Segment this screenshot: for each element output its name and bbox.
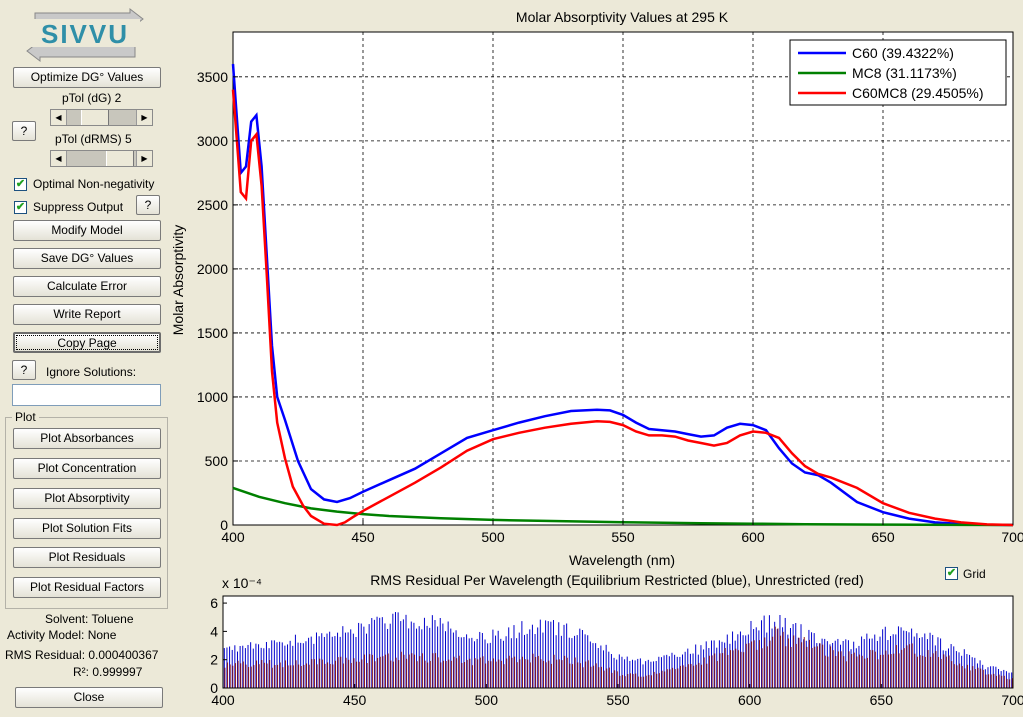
- res-x-tick-label: 500: [475, 692, 499, 708]
- res-x-tick-label: 550: [606, 692, 630, 708]
- grid-checkbox[interactable]: ✔: [945, 567, 958, 580]
- slider-left-arrow-icon[interactable]: ◀: [51, 110, 67, 125]
- y-tick-label: 3500: [197, 69, 228, 85]
- optimize-dg-button[interactable]: Optimize DG° Values: [13, 67, 161, 88]
- res-y-tick-label: 0: [210, 680, 218, 696]
- logo-text: SIVVU: [41, 19, 129, 49]
- slider-right-arrow-icon[interactable]: ▶: [136, 110, 152, 125]
- y-tick-label: 1500: [197, 325, 228, 341]
- residual-chart-title: RMS Residual Per Wavelength (Equilibrium…: [370, 572, 864, 588]
- optimal-nonneg-label: Optimal Non-negativity: [33, 177, 155, 191]
- sivvu-logo: SIVVU: [25, 7, 145, 63]
- slider-thumb[interactable]: [106, 151, 134, 166]
- slider-thumb[interactable]: [81, 110, 109, 125]
- legend-label-c60: C60 (39.4322%): [852, 45, 954, 61]
- ignore-solutions-input[interactable]: [12, 384, 161, 406]
- series-line-c60mc8: [231, 89, 1014, 527]
- x-tick-label: 700: [1001, 529, 1023, 545]
- residual-plot-area: [222, 595, 1014, 689]
- x-tick-label: 600: [741, 529, 765, 545]
- solvent-text: Solvent: Toluene: [45, 612, 134, 626]
- y-tick-label: 2500: [197, 197, 228, 213]
- legend: C60 (39.4322%) MC8 (31.1173%) C60MC8 (29…: [789, 39, 1007, 106]
- modify-model-button[interactable]: Modify Model: [13, 220, 161, 241]
- main-x-axis-label: Wavelength (nm): [569, 552, 675, 568]
- rms-residual-chart: RMS Residual Per Wavelength (Equilibrium…: [210, 572, 1023, 708]
- plot-panel-title: Plot: [12, 410, 39, 424]
- res-x-tick-label: 450: [343, 692, 367, 708]
- plot-panel: [5, 417, 168, 609]
- ignore-solutions-label: Ignore Solutions:: [46, 365, 137, 379]
- suppress-help-button[interactable]: ?: [136, 195, 160, 215]
- legend-label-c60mc8: C60MC8 (29.4505%): [852, 85, 984, 101]
- suppress-output-checkbox[interactable]: ✔: [14, 201, 27, 214]
- ptol-dg-label: pTol (dG) 2: [62, 91, 122, 105]
- rms-residual-text: RMS Residual: 0.000400367: [5, 648, 159, 662]
- grid-label: Grid: [963, 567, 986, 581]
- res-x-tick-label: 650: [870, 692, 894, 708]
- main-y-axis-label: Molar Absorptivity: [170, 225, 186, 335]
- y-tick-label: 3000: [197, 133, 228, 149]
- slider-left-arrow-icon[interactable]: ◀: [51, 151, 67, 166]
- suppress-output-label: Suppress Output: [33, 200, 124, 214]
- plot-absorbances-button[interactable]: Plot Absorbances: [13, 428, 161, 449]
- res-x-tick-label: 700: [1001, 692, 1023, 708]
- x-tick-label: 400: [221, 529, 245, 545]
- y-tick-label: 0: [220, 517, 228, 533]
- plot-absorptivity-button[interactable]: Plot Absorptivity: [13, 488, 161, 509]
- ptol-help-button[interactable]: ?: [12, 121, 36, 141]
- activity-model-text: Activity Model: None: [7, 628, 117, 642]
- legend-label-mc8: MC8 (31.1173%): [852, 65, 957, 81]
- res-x-tick-label: 600: [738, 692, 762, 708]
- main-chart-title: Molar Absorptivity Values at 295 K: [516, 9, 729, 25]
- ptol-dg-slider[interactable]: ◀ ▶: [50, 109, 153, 126]
- plot-solution-fits-button[interactable]: Plot Solution Fits: [13, 518, 161, 539]
- save-dg-button[interactable]: Save DG° Values: [13, 248, 161, 269]
- copy-page-button[interactable]: Copy Page: [13, 332, 161, 353]
- calculate-error-button[interactable]: Calculate Error: [13, 276, 161, 297]
- logo-graphic: SIVVU: [26, 7, 144, 63]
- y-tick-label: 2000: [197, 261, 228, 277]
- plot-residual-factors-button[interactable]: Plot Residual Factors: [13, 577, 161, 598]
- residual-exponent-label: x 10⁻⁴: [222, 575, 262, 591]
- res-y-tick-label: 6: [210, 595, 218, 611]
- slider-right-arrow-icon[interactable]: ▶: [136, 151, 152, 166]
- series-line-c60: [231, 63, 1014, 527]
- x-tick-label: 450: [351, 529, 375, 545]
- x-tick-label: 550: [611, 529, 635, 545]
- res-x-tick-label: 400: [211, 692, 235, 708]
- y-tick-label: 1000: [197, 389, 228, 405]
- ptol-drms-label: pTol (dRMS) 5: [55, 132, 132, 146]
- ptol-drms-slider[interactable]: ◀ ▶: [50, 150, 153, 167]
- optimal-nonneg-checkbox[interactable]: ✔: [14, 178, 27, 191]
- molar-absorptivity-chart: Molar Absorptivity Values at 295 K 400 45…: [170, 9, 1023, 568]
- write-report-button[interactable]: Write Report: [13, 304, 161, 325]
- res-y-tick-label: 2: [210, 652, 218, 668]
- plot-concentration-button[interactable]: Plot Concentration: [13, 458, 161, 479]
- plot-residuals-button[interactable]: Plot Residuals: [13, 547, 161, 568]
- close-button[interactable]: Close: [15, 687, 163, 708]
- y-tick-label: 500: [205, 453, 229, 469]
- x-tick-label: 500: [481, 529, 505, 545]
- r-squared-text: R²: 0.999997: [73, 665, 143, 679]
- ignore-help-button[interactable]: ?: [12, 360, 36, 380]
- x-tick-label: 650: [871, 529, 895, 545]
- res-y-tick-label: 4: [210, 623, 218, 639]
